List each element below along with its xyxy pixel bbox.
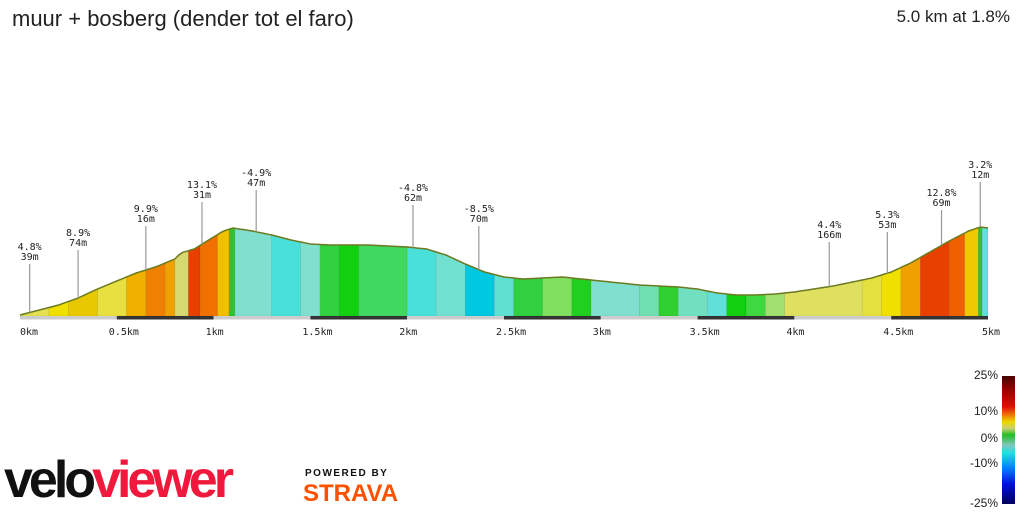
grade-segment bbox=[406, 246, 437, 317]
grade-segment bbox=[948, 232, 966, 317]
annotation-length: 47m bbox=[247, 178, 265, 189]
grade-segment bbox=[188, 244, 201, 317]
grade-segment bbox=[658, 285, 679, 317]
grade-segment bbox=[271, 234, 302, 317]
annotation-grade: 4.8% bbox=[18, 242, 42, 253]
route-summary: 5.0 km at 1.8% bbox=[896, 7, 1010, 26]
grade-segment bbox=[217, 228, 230, 317]
grade-segment bbox=[978, 226, 983, 317]
grade-segment bbox=[861, 274, 882, 317]
elevation-profile-chart: 0km 0.5km 1km 1.5km 2km 2.5km 3km 3.5km 4km 4.5km… bbox=[18, 160, 1000, 338]
grade-segment bbox=[300, 241, 321, 317]
legend-label-minus10: -10% bbox=[969, 456, 998, 470]
grade-segment bbox=[571, 277, 592, 317]
annotation-length: 16m bbox=[137, 214, 155, 225]
grade-segment bbox=[339, 244, 360, 317]
grade-segment bbox=[981, 226, 989, 317]
annotation-length: 53m bbox=[878, 220, 896, 231]
logo-viewer: viewer bbox=[92, 451, 234, 509]
grade-segment bbox=[494, 274, 514, 317]
x-tick-label: 0km bbox=[20, 327, 38, 338]
x-tick-label: 1.5km bbox=[302, 327, 332, 338]
veloviewer-logo: veloviewer bbox=[4, 451, 234, 509]
annotation-grade: 4.4% bbox=[817, 220, 841, 231]
grade-segment bbox=[677, 286, 708, 317]
grade-segment bbox=[68, 288, 98, 317]
grade-segment bbox=[784, 279, 863, 317]
profile-outline bbox=[19, 226, 989, 316]
gradient-color-scale bbox=[1002, 376, 1015, 504]
annotation-length: 70m bbox=[470, 214, 488, 225]
x-tick-label: 4.5km bbox=[883, 327, 913, 338]
annotation-length: 74m bbox=[69, 238, 87, 249]
grade-segment bbox=[145, 262, 166, 317]
annotation-length: 166m bbox=[817, 230, 841, 241]
strava-logo: STRAVA bbox=[303, 480, 399, 507]
grade-segment bbox=[919, 240, 950, 317]
x-axis: 0km 0.5km 1km 1.5km 2km 2.5km 3km 3.5km 4km 4.5km… bbox=[20, 316, 1000, 338]
grade-segment bbox=[964, 227, 979, 317]
x-tick-label: 1km bbox=[206, 327, 224, 338]
legend-label-10: 10% bbox=[973, 404, 998, 418]
annotation-grade: 8.9% bbox=[66, 228, 90, 239]
annotation-length: 39m bbox=[21, 252, 39, 263]
annotation-grade: 13.1% bbox=[187, 180, 217, 191]
grade-segment bbox=[639, 284, 660, 317]
annotation-grade: 12.8% bbox=[926, 188, 956, 199]
grade-segment bbox=[228, 227, 236, 317]
annotation-grade: -4.8% bbox=[398, 183, 428, 194]
grade-segment bbox=[126, 269, 147, 317]
powered-by-label: POWERED BY bbox=[305, 468, 389, 479]
route-title: muur + bosberg (dender tot el faro) bbox=[12, 6, 354, 31]
grade-segment bbox=[174, 250, 189, 317]
grade-segment bbox=[358, 244, 408, 317]
grade-segment bbox=[745, 294, 766, 317]
logo-velo: velo bbox=[4, 451, 96, 509]
grade-segment bbox=[164, 258, 176, 317]
grade-segment bbox=[464, 263, 495, 317]
grade-segment bbox=[319, 244, 340, 317]
annotation-length: 62m bbox=[404, 193, 422, 204]
grade-segment bbox=[726, 293, 747, 317]
grade-segment bbox=[199, 234, 218, 317]
legend-label-0: 0% bbox=[980, 431, 998, 445]
x-tick-label: 2.5km bbox=[496, 327, 526, 338]
x-tick-label: 0.5km bbox=[109, 327, 139, 338]
annotation-length: 69m bbox=[933, 198, 951, 209]
gradient-legend: 25% 10% 0% -10% -25% bbox=[950, 366, 1024, 512]
grade-segment bbox=[590, 279, 640, 317]
annotation-grade: 9.9% bbox=[134, 204, 158, 215]
annotation-grade: 5.3% bbox=[875, 210, 899, 221]
x-tick-label: 5km bbox=[982, 327, 1000, 338]
annotation-grade: 3.2% bbox=[968, 160, 992, 171]
x-tick-label: 4km bbox=[786, 327, 804, 338]
annotation-length: 31m bbox=[193, 190, 211, 201]
legend-label-max: 25% bbox=[973, 368, 998, 382]
grade-segment bbox=[234, 227, 272, 317]
climb-annotations: 4.8%39m 8.9%74m 9.9%16m 13.1%31m -4.9%47m -4.… bbox=[18, 160, 992, 313]
annotation-grade: -4.9% bbox=[241, 168, 271, 179]
annotation-grade: -8.5% bbox=[464, 204, 494, 215]
legend-label-min: -25% bbox=[969, 496, 998, 510]
grade-segment bbox=[765, 292, 786, 317]
grade-segment bbox=[513, 277, 544, 317]
x-tick-label: 2km bbox=[399, 327, 417, 338]
gradient-segments bbox=[19, 226, 989, 317]
grade-segment bbox=[542, 276, 573, 317]
x-tick-label: 3.5km bbox=[690, 327, 720, 338]
x-tick-label: 3km bbox=[593, 327, 611, 338]
annotation-length: 12m bbox=[971, 170, 989, 181]
grade-segment bbox=[48, 301, 69, 317]
grade-segment bbox=[706, 290, 727, 317]
